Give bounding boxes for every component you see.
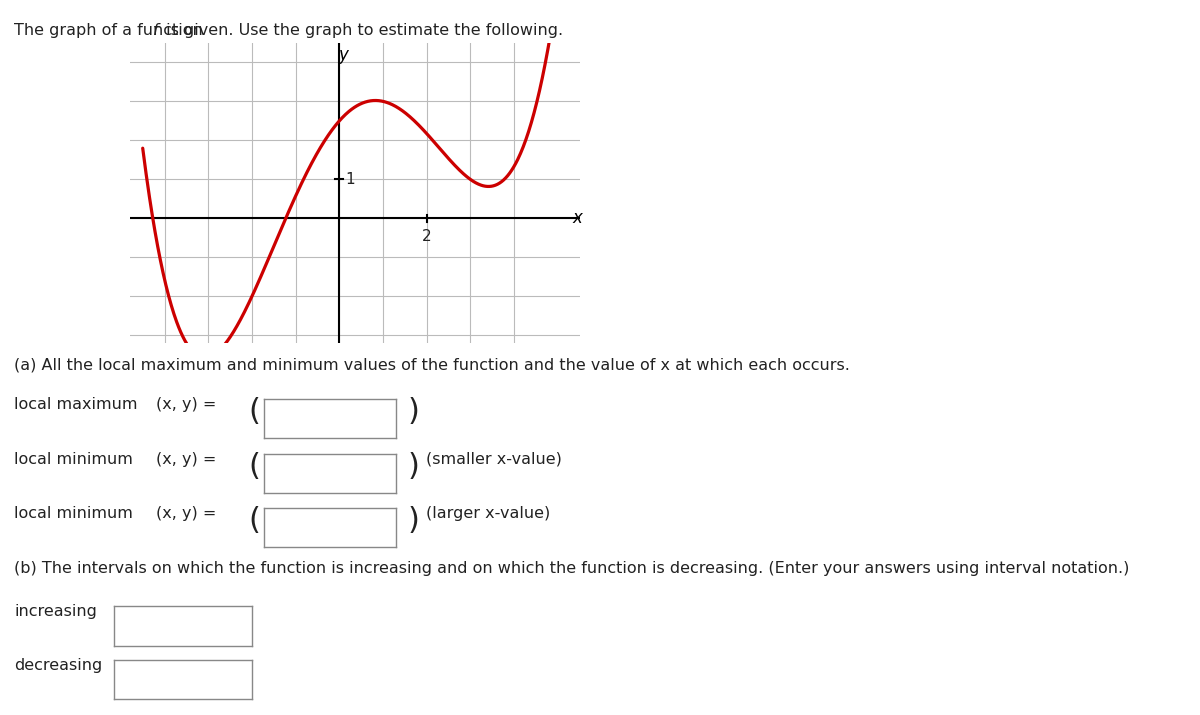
- Text: (: (: [248, 452, 260, 481]
- Text: increasing: increasing: [14, 604, 97, 619]
- Text: (larger x-value): (larger x-value): [426, 506, 551, 521]
- Text: (x, y) =: (x, y) =: [156, 452, 216, 467]
- Text: decreasing: decreasing: [14, 658, 103, 673]
- Text: (: (: [248, 397, 260, 426]
- Text: local minimum: local minimum: [14, 452, 133, 467]
- Text: ): ): [408, 506, 420, 535]
- Text: (a) All the local maximum and minimum values of the function and the value of x : (a) All the local maximum and minimum va…: [14, 358, 851, 373]
- Text: (: (: [248, 506, 260, 535]
- Text: 2: 2: [422, 230, 432, 245]
- Text: is given. Use the graph to estimate the following.: is given. Use the graph to estimate the …: [161, 23, 563, 38]
- Text: f: f: [152, 23, 158, 38]
- Text: 1: 1: [346, 172, 355, 187]
- Text: The graph of a function: The graph of a function: [14, 23, 209, 38]
- Text: (smaller x-value): (smaller x-value): [426, 452, 562, 467]
- Text: x: x: [572, 209, 582, 227]
- Text: local maximum: local maximum: [14, 397, 138, 412]
- Text: (b) The intervals on which the function is increasing and on which the function : (b) The intervals on which the function …: [14, 561, 1129, 576]
- Text: (x, y) =: (x, y) =: [156, 506, 216, 521]
- Text: (x, y) =: (x, y) =: [156, 397, 216, 412]
- Text: ): ): [408, 397, 420, 426]
- Text: ): ): [408, 452, 420, 481]
- Text: y: y: [338, 46, 349, 64]
- Text: local minimum: local minimum: [14, 506, 133, 521]
